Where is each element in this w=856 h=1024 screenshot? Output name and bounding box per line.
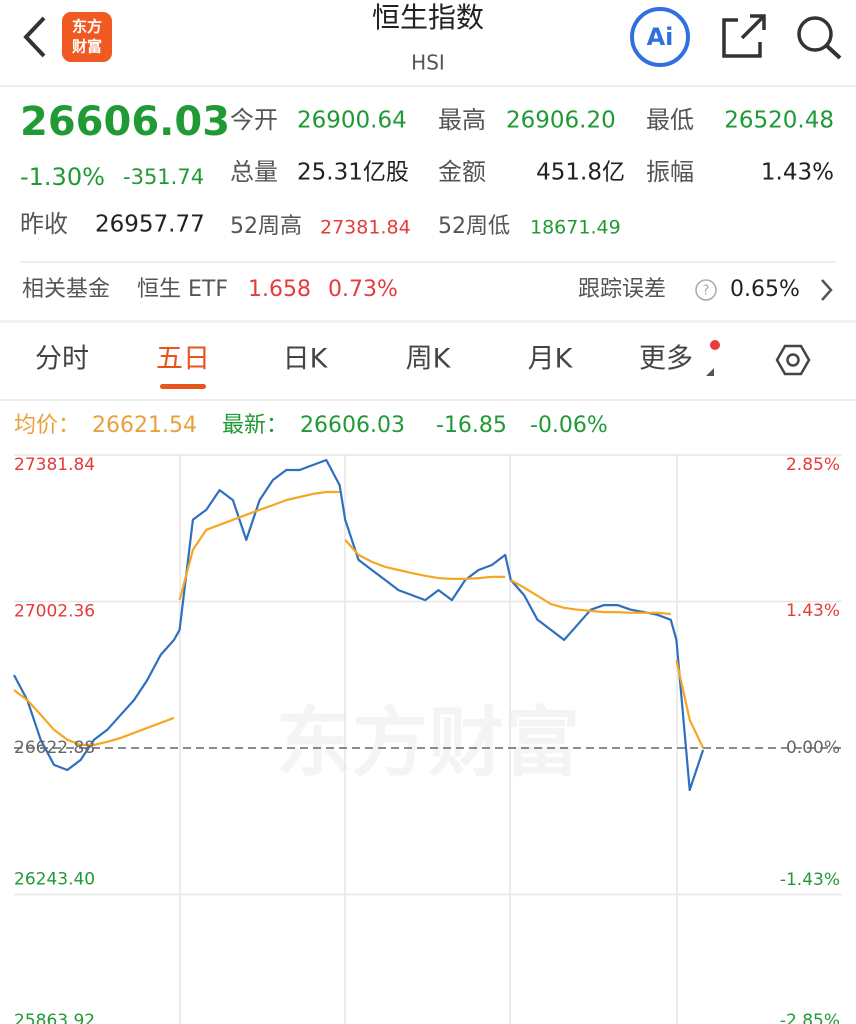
y2-tick-label: -2.85% (780, 1011, 840, 1024)
field-value: 451.8亿 (536, 160, 625, 186)
fund-change: 0.73% (328, 277, 398, 302)
y-tick-label: 26622.88 (14, 738, 95, 758)
field-value: 26906.20 (506, 108, 616, 134)
settings-button[interactable] (775, 344, 811, 376)
search-button[interactable] (797, 16, 833, 52)
field-label: 52周高 (230, 214, 302, 239)
price-line (675, 659, 705, 749)
latest-pct: -0.06% (530, 413, 608, 438)
field-value: 26957.77 (95, 212, 205, 238)
chart: 27381.84 27002.36 26622.88 26243.40 25863.92… (13, 454, 842, 1024)
logo-text: 东方 (72, 18, 102, 36)
field-label: 昨收 (20, 210, 68, 238)
price: 26606.03 (20, 99, 230, 145)
share-button[interactable] (722, 14, 766, 58)
watermark: 东方财富 (276, 698, 580, 787)
divider (0, 320, 856, 323)
y2-tick-label: 1.43% (786, 601, 840, 621)
y2-tick-label: 2.85% (786, 455, 840, 475)
search-handle (825, 44, 842, 60)
chevron (821, 279, 833, 301)
help-icon[interactable] (695, 279, 717, 301)
field-value: 26900.64 (297, 108, 407, 134)
y-tick-label: 27381.84 (14, 455, 95, 475)
avg-label: 均价： (14, 413, 80, 438)
badge-dot (710, 340, 720, 350)
fund-label: 相关基金 (22, 277, 110, 302)
fund-price: 1.658 (248, 277, 311, 302)
ai-button[interactable] (630, 7, 690, 67)
field-label: 今开 (230, 106, 278, 134)
field-value: 18671.49 (530, 217, 621, 239)
tab[interactable]: 分时 (35, 344, 89, 375)
avg-value: 26621.54 (92, 413, 197, 438)
y2-tick-label: 0.00% (786, 738, 840, 758)
price-line (178, 490, 340, 601)
tab-active[interactable]: 五日 (156, 344, 210, 375)
tab[interactable]: 周K (406, 344, 452, 375)
tracking-label: 跟踪误差 (578, 277, 666, 302)
latest-label: 最新： (222, 413, 288, 438)
field-label: 最低 (646, 106, 694, 134)
help-icon-text: ? (703, 284, 710, 299)
price-line (13, 458, 705, 792)
price-line (344, 539, 506, 580)
y-tick-label: 25863.92 (14, 1011, 95, 1024)
y-tick-label: 26243.40 (14, 870, 95, 890)
y-tick-label: 27002.36 (14, 602, 95, 622)
settings-icon-center (786, 353, 800, 367)
logo-text: 财富 (72, 38, 102, 56)
tick-labels: 27381.84 27002.36 26622.88 26243.40 25863.92… (14, 455, 840, 1024)
field-value: 26520.48 (724, 108, 834, 134)
field-label: 振幅 (646, 158, 694, 186)
field-label: 总量 (230, 158, 278, 186)
settings-icon (775, 344, 811, 376)
fund-row[interactable]: 相关基金 恒生 ETF 1.658 0.73% 跟踪误差 ? 0.65% (22, 277, 833, 302)
price-line (13, 689, 175, 746)
field-value: 1.43% (761, 160, 834, 186)
tracking-value: 0.65% (730, 277, 800, 302)
change-pct: -1.30% (20, 163, 105, 191)
subtitle: HSI (411, 51, 445, 75)
field-label: 52周低 (438, 214, 510, 239)
tab[interactable]: 更多 (639, 344, 693, 375)
dropdown-triangle (706, 368, 714, 376)
y2-tick-label: -1.43% (780, 870, 840, 890)
back-button[interactable] (23, 16, 46, 58)
latest-change: -16.85 (436, 413, 507, 438)
latest-value: 26606.03 (300, 413, 405, 438)
ai-text: Ai (647, 23, 674, 51)
field-value: 27381.84 (320, 217, 411, 239)
field-value: 25.31亿股 (297, 160, 409, 186)
title: 恒生指数 (372, 1, 484, 34)
tab-underline (160, 384, 206, 389)
tab[interactable]: 月K (528, 344, 574, 375)
field-label: 金额 (438, 158, 486, 186)
tab[interactable]: 日K (283, 344, 329, 375)
lines (13, 458, 705, 792)
change: -351.74 (123, 165, 204, 189)
fund-name: 恒生 ETF (137, 277, 228, 302)
price-line (510, 579, 671, 616)
field-label: 最高 (438, 106, 486, 134)
logo (62, 12, 112, 62)
